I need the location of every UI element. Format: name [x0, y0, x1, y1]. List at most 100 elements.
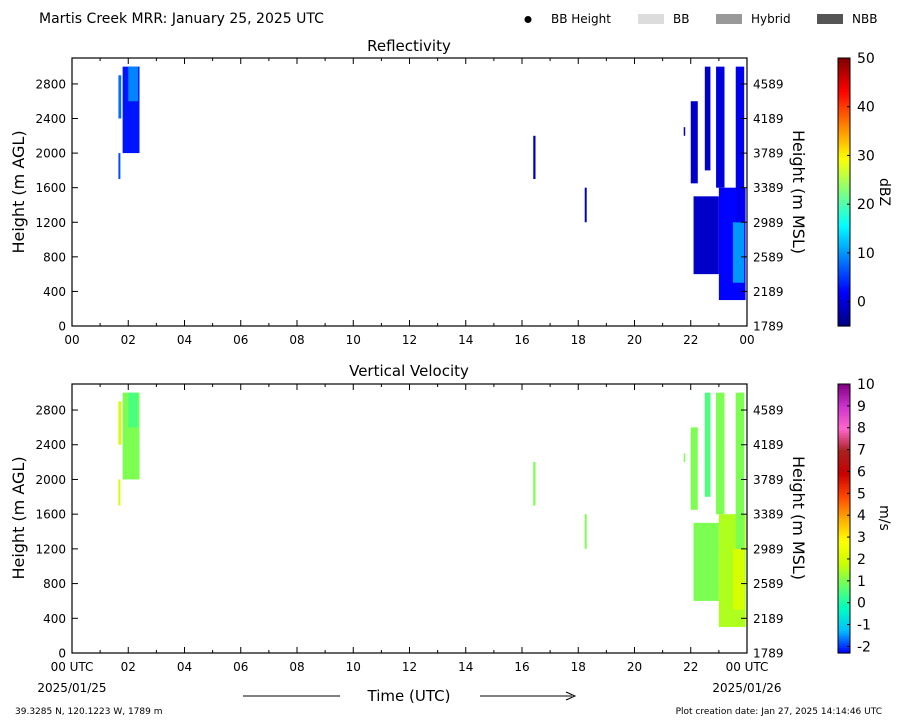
reflectivity-colorbar-segment [838, 223, 850, 227]
reflectivity-x-tick-label: 04 [177, 333, 192, 347]
reflectivity-colorbar-segment [838, 123, 850, 127]
reflectivity-colorbar-segment [838, 148, 850, 152]
velocity-colorbar-segment [838, 608, 850, 613]
reflectivity-echo-cell [533, 135, 536, 180]
reflectivity-colorbar-segment [838, 196, 850, 200]
reflectivity-colorbar-segment [838, 138, 850, 142]
reflectivity-colorbar-segment [838, 75, 850, 79]
reflectivity-colorbar-segment [838, 211, 850, 215]
reflectivity-colorbar-segment [838, 209, 850, 213]
velocity-colorbar-segment [838, 491, 850, 495]
velocity-colorbar-segment [838, 472, 850, 476]
reflectivity-colorbar-segment [838, 316, 850, 320]
velocity-colorbar-segment [838, 388, 850, 392]
reflectivity-title: Reflectivity [367, 37, 451, 55]
velocity-echo-cell [584, 514, 587, 549]
reflectivity-colorbar-segment [838, 109, 850, 113]
reflectivity-x-tick-label: 18 [571, 333, 586, 347]
velocity-colorbar-segment [838, 616, 850, 620]
velocity-x-tick-label: 20 [627, 660, 642, 674]
reflectivity-y2-tick-label: 3789 [753, 147, 784, 161]
velocity-colorbar-segment [838, 635, 850, 639]
reflectivity-colorbar-segment [838, 82, 850, 86]
velocity-colorbar-segment [838, 457, 850, 461]
reflectivity-colorbar-segment [838, 58, 850, 62]
velocity-colorbar-tick-label: 7 [857, 443, 866, 459]
reflectivity-colorbar-segment [838, 179, 850, 183]
reflectivity-colorbar-segment [838, 321, 850, 325]
velocity-colorbar-segment [838, 459, 850, 463]
figure-title: Martis Creek MRR: January 25, 2025 UTC [39, 11, 324, 27]
velocity-colorbar-tick-label: 6 [857, 464, 866, 480]
velocity-colorbar-segment [838, 611, 850, 615]
velocity-colorbar-segment [838, 643, 850, 647]
velocity-colorbar-segment [838, 528, 850, 532]
velocity-colorbar-segment [838, 408, 850, 412]
reflectivity-echo-cell [716, 66, 725, 188]
velocity-x-tick-label: 00 UTC [51, 660, 94, 674]
plot-creation-date: Plot creation date: Jan 27, 2025 14:14:4… [676, 707, 882, 717]
reflectivity-x-tick-label: 16 [514, 333, 529, 347]
velocity-echo-cell [533, 462, 536, 506]
reflectivity-y-tick-label: 1200 [35, 216, 66, 230]
velocity-colorbar-segment [838, 621, 850, 625]
velocity-colorbar-segment [838, 591, 850, 595]
velocity-y2-tick-label: 1789 [753, 647, 784, 661]
velocity-colorbar-segment [838, 618, 850, 622]
velocity-y2-tick-label: 2189 [753, 612, 784, 626]
velocity-colorbar-segment [838, 564, 850, 569]
reflectivity-colorbar-segment [838, 133, 850, 137]
velocity-colorbar-segment [838, 396, 850, 400]
velocity-colorbar-segment [838, 425, 850, 429]
velocity-colorbar-segment [838, 418, 850, 422]
reflectivity-colorbar-segment [838, 213, 850, 217]
velocity-colorbar-segment [838, 599, 850, 603]
reflectivity-colorbar-segment [838, 92, 850, 96]
velocity-colorbar-segment [838, 481, 850, 485]
reflectivity-colorbar-segment [838, 301, 850, 305]
reflectivity-colorbar-segment [838, 162, 850, 166]
reflectivity-colorbar-segment [838, 311, 850, 315]
reflectivity-colorbar-tick-label: 50 [857, 51, 875, 67]
velocity-colorbar-segment [838, 557, 850, 561]
reflectivity-colorbar-segment [838, 79, 850, 83]
reflectivity-colorbar-segment [838, 165, 850, 169]
reflectivity-colorbar-segment [838, 299, 850, 303]
velocity-colorbar-segment [838, 586, 850, 591]
velocity-colorbar-segment [838, 530, 850, 534]
velocity-colorbar-segment [838, 542, 850, 546]
velocity-echo-cell [690, 427, 698, 510]
reflectivity-colorbar-segment [838, 221, 850, 225]
velocity-x-tick-label: 14 [458, 660, 473, 674]
velocity-colorbar-segment [838, 569, 850, 573]
velocity-colorbar-tick-label: -1 [857, 618, 871, 634]
velocity-colorbar-segment [838, 415, 850, 419]
velocity-colorbar-segment [838, 428, 850, 432]
x-axis-label: Time (UTC) [367, 687, 451, 705]
velocity-colorbar-segment [838, 601, 850, 605]
velocity-x-tick-label: 08 [289, 660, 304, 674]
reflectivity-colorbar-segment [838, 291, 850, 295]
velocity-colorbar-segment [838, 447, 850, 451]
reflectivity-y2-label: Height (m MSL) [789, 130, 808, 254]
reflectivity-colorbar-segment [838, 89, 850, 93]
bb-legend-label: BB [673, 12, 689, 26]
velocity-colorbar-segment [838, 398, 850, 402]
reflectivity-x-tick-label: 14 [458, 333, 473, 347]
velocity-colorbar-segment [838, 533, 850, 537]
velocity-colorbar-segment [838, 582, 850, 586]
velocity-colorbar-segment [838, 384, 850, 388]
hybrid-legend-swatch [716, 14, 742, 24]
reflectivity-colorbar-segment [838, 106, 850, 110]
velocity-colorbar-segment [838, 511, 850, 515]
reflectivity-colorbar-segment [838, 87, 850, 91]
velocity-colorbar-segment [838, 489, 850, 493]
velocity-x-tick-label: 00 UTC [726, 660, 769, 674]
reflectivity-colorbar-label: dBZ [876, 178, 892, 206]
reflectivity-x-tick-label: 08 [289, 333, 304, 347]
reflectivity-colorbar-segment [838, 289, 850, 293]
reflectivity-colorbar-segment [838, 189, 850, 193]
reflectivity-echo-cell [683, 127, 686, 136]
velocity-colorbar-segment [838, 628, 850, 632]
